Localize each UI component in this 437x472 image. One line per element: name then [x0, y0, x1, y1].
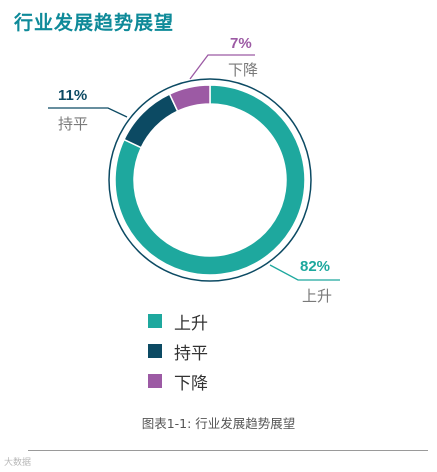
data-label-pct-down: 7%: [230, 35, 252, 52]
legend-item-up: 上升: [148, 306, 208, 336]
data-label-pct-up: 82%: [300, 258, 331, 275]
bottom-divider: [28, 450, 428, 451]
legend-swatch-flat: [148, 344, 162, 358]
leader-line-flat: [48, 107, 128, 118]
outer-ring: [108, 78, 312, 282]
legend: 上升 持平 下降: [148, 306, 208, 396]
legend-label-flat: 持平: [174, 343, 208, 364]
slice-up: [114, 84, 306, 276]
data-label-name-flat: 持平: [58, 115, 89, 133]
donut-chart: [48, 54, 340, 282]
leader-lines: [48, 54, 340, 281]
leader-line-down: [189, 54, 255, 80]
legend-swatch-up: [148, 314, 162, 328]
legend-item-down: 下降: [148, 366, 208, 396]
leader-line-up: [269, 264, 340, 281]
legend-swatch-down: [148, 374, 162, 388]
data-label-name-down: 下降: [228, 61, 259, 79]
legend-label-up: 上升: [174, 313, 208, 334]
data-label-name-up: 上升: [302, 287, 333, 305]
slice-down: [168, 84, 211, 113]
data-label-pct-flat: 11%: [58, 87, 88, 104]
chart-title: 行业发展趋势展望: [14, 12, 175, 34]
slices-group: [114, 84, 306, 276]
watermark: 大数据: [4, 458, 32, 468]
legend-label-down: 下降: [174, 373, 208, 394]
figure-caption: 图表1-1: 行业发展趋势展望: [141, 416, 296, 431]
legend-item-flat: 持平: [148, 336, 208, 366]
slice-flat: [123, 93, 179, 149]
